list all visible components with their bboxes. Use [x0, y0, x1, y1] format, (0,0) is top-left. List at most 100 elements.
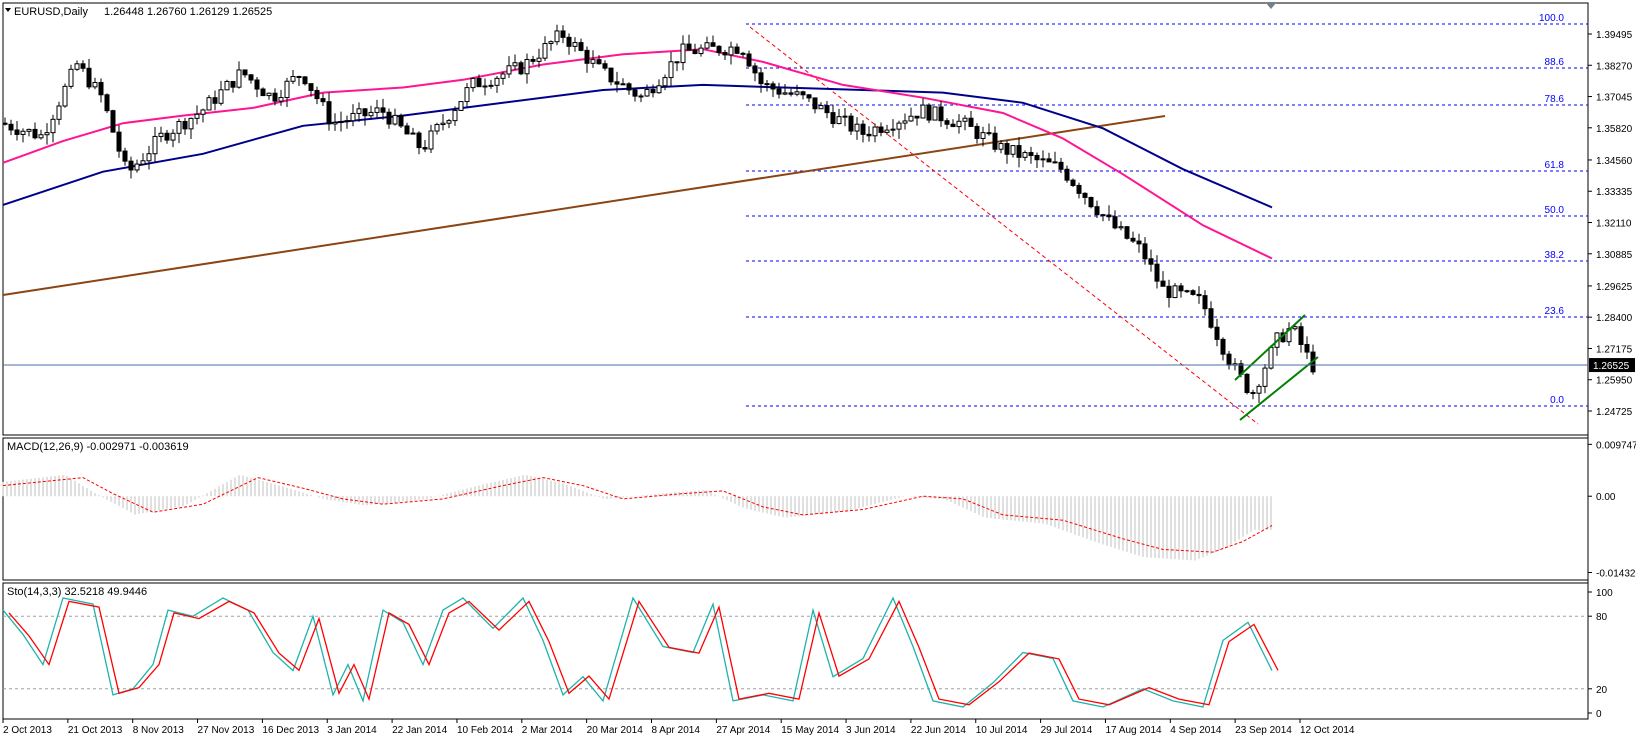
time-tick-label: 23 Sep 2014	[1235, 725, 1292, 736]
candle-body	[788, 92, 794, 95]
fib-level-label: 100.0	[1539, 13, 1564, 24]
candle-body	[980, 132, 986, 139]
candle-body	[1160, 280, 1166, 287]
candle-body	[842, 115, 848, 118]
candle-body	[320, 98, 326, 103]
ohlc-values: 1.26448 1.26760 1.26129 1.26525	[104, 6, 272, 18]
fib-diagonal-line	[749, 26, 1259, 425]
candle-body	[548, 41, 554, 45]
candle-body	[524, 58, 530, 75]
price-tick-label: 1.29625	[1596, 282, 1633, 293]
macd-tick-label: -0.014328	[1596, 568, 1636, 579]
macd-tick-label: 0.009747	[1596, 440, 1636, 451]
candle-body	[434, 124, 440, 132]
candle-body	[470, 77, 476, 89]
candle-body	[506, 65, 512, 75]
candle-body	[794, 91, 800, 95]
candle-body	[902, 120, 908, 124]
candle-body	[944, 120, 950, 125]
candle-body	[638, 95, 644, 98]
candle-body	[1082, 192, 1088, 198]
candle-body	[722, 51, 728, 56]
candle-body	[116, 131, 122, 152]
channel-lower-line	[1239, 356, 1319, 421]
candle-body	[1016, 145, 1022, 158]
time-tick-label: 21 Oct 2013	[68, 725, 123, 736]
candle-body	[608, 67, 614, 83]
candle-body	[176, 120, 182, 134]
candle-body	[500, 73, 506, 79]
candle-body	[2, 122, 8, 125]
candle-body	[1202, 295, 1208, 310]
candle-body	[668, 61, 674, 79]
fib-level-label: 78.6	[1545, 94, 1565, 105]
candle-body	[464, 87, 470, 103]
price-tick-label: 1.39495	[1596, 30, 1633, 41]
fib-level-label: 38.2	[1545, 250, 1565, 261]
candle-body	[680, 43, 686, 64]
candle-body	[476, 77, 482, 88]
fib-level-label: 23.6	[1545, 306, 1565, 317]
candle-body	[1010, 145, 1016, 155]
candle-body	[152, 135, 158, 155]
candle-body	[596, 59, 602, 65]
time-tick-label: 2 Mar 2014	[522, 725, 573, 736]
candle-body	[1208, 308, 1214, 328]
candle-body	[134, 163, 140, 171]
candle-body	[110, 110, 116, 133]
time-tick-label: 3 Jun 2014	[846, 725, 896, 736]
candle-body	[1220, 338, 1226, 355]
candle-body	[44, 132, 50, 136]
candle-body	[872, 126, 878, 137]
time-tick-label: 27 Nov 2013	[198, 725, 255, 736]
candle-body	[1190, 290, 1196, 295]
candle-body	[854, 123, 860, 132]
candle-body	[224, 80, 230, 91]
candle-body	[62, 85, 68, 107]
time-tick-label: 10 Jul 2014	[976, 725, 1028, 736]
candle-body	[662, 77, 668, 87]
candle-body	[128, 160, 134, 171]
candle-body	[962, 117, 968, 122]
candle-body	[260, 88, 266, 97]
candle-body	[1064, 168, 1070, 181]
candle-body	[824, 105, 830, 114]
candle-body	[56, 105, 62, 120]
candle-body	[674, 61, 680, 64]
candle-body	[122, 150, 128, 162]
candle-body	[1124, 226, 1130, 239]
price-tick-label: 1.38270	[1596, 61, 1633, 72]
candle-body	[956, 120, 962, 128]
candle-body	[140, 160, 146, 165]
candle-body	[338, 121, 344, 124]
dropdown-triangle-icon[interactable]	[5, 8, 11, 12]
candle-body	[50, 118, 56, 134]
candle-body	[380, 107, 386, 113]
candle-body	[632, 89, 638, 97]
time-tick-label: 12 Oct 2014	[1300, 725, 1355, 736]
symbol-label: EURUSD,Daily	[14, 6, 88, 18]
macd-title: MACD(12,26,9) -0.002971 -0.003619	[7, 441, 189, 453]
shift-marker-icon[interactable]	[1266, 3, 1276, 9]
candle-body	[404, 125, 410, 135]
candle-body	[68, 68, 74, 87]
time-tick-label: 20 Mar 2014	[587, 725, 644, 736]
candle-body	[14, 129, 20, 135]
fib-level-label: 88.6	[1545, 57, 1565, 68]
time-tick-label: 8 Nov 2013	[133, 725, 185, 736]
candle-body	[974, 125, 980, 139]
fast-moving-average	[2, 48, 1273, 260]
candle-body	[392, 114, 398, 125]
candle-body	[992, 132, 998, 150]
candle-body	[938, 106, 944, 122]
time-tick-label: 8 Apr 2014	[652, 725, 701, 736]
time-tick-label: 22 Jan 2014	[392, 725, 447, 736]
candle-body	[644, 88, 650, 97]
candle-body	[1004, 143, 1010, 155]
price-tick-label: 1.33335	[1596, 187, 1633, 198]
candle-body	[860, 123, 866, 135]
candle-body	[278, 97, 284, 102]
candle-body	[1250, 392, 1256, 395]
price-tick-label: 1.27175	[1596, 344, 1633, 355]
candle-body	[1094, 206, 1100, 216]
